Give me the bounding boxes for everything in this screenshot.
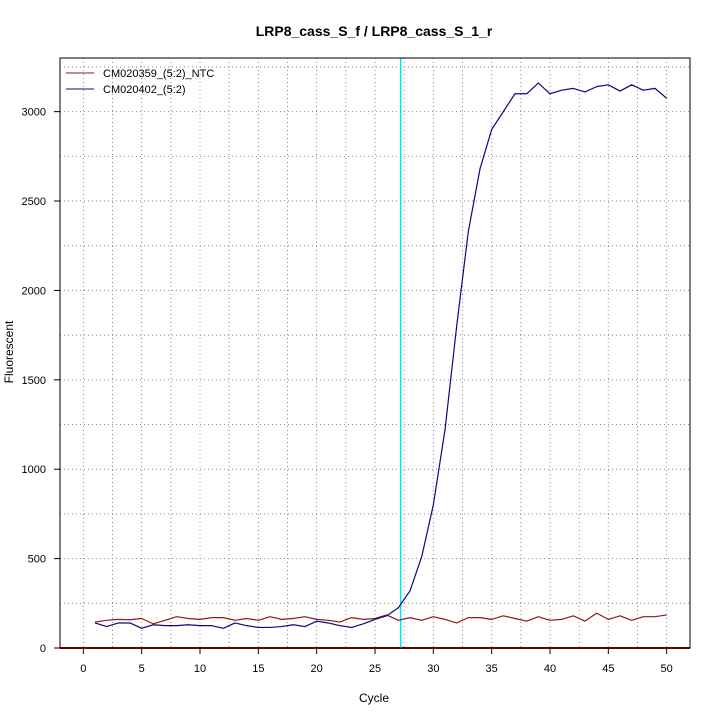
x-tick-label: 40 [544, 663, 556, 675]
x-tick-label: 5 [139, 663, 145, 675]
x-tick-label: 45 [602, 663, 614, 675]
series-line-sample [94, 82, 668, 629]
series-line-ntc [94, 612, 667, 625]
x-tick-label: 20 [311, 663, 323, 675]
legend-label-ntc: CM020359_(5:2)_NTC [103, 68, 214, 80]
x-tick-label: 10 [194, 663, 206, 675]
y-axis-label: Fluorescent [2, 320, 16, 383]
y-tick-label: 2000 [22, 285, 46, 297]
x-tick-label: 15 [252, 663, 264, 675]
y-tick-label: 2500 [22, 196, 46, 208]
y-tick-label: 500 [28, 554, 46, 566]
x-axis-label: Cycle [359, 691, 389, 705]
x-tick-label: 50 [661, 663, 673, 675]
x-tick-label: 0 [80, 663, 86, 675]
x-tick-label: 30 [427, 663, 439, 675]
y-tick-label: 0 [40, 643, 46, 655]
x-tick-label: 25 [369, 663, 381, 675]
legend-label-sample: CM020402_(5:2) [103, 84, 186, 96]
y-tick-label: 1500 [22, 375, 46, 387]
y-tick-label: 3000 [22, 107, 46, 119]
axis-ticks: 0 5 10 15 20 25 30 35 40 45 5005001000150020002500… [22, 107, 673, 675]
x-tick-label: 35 [486, 663, 498, 675]
grid [60, 58, 690, 648]
y-tick-label: 1000 [22, 464, 46, 476]
legend: CM020359_(5:2)_NTC CM020402_(5:2) [66, 68, 214, 96]
plot-frame [59, 57, 691, 649]
chart-title: LRP8_cass_S_f / LRP8_cass_S_1_r [256, 23, 493, 39]
